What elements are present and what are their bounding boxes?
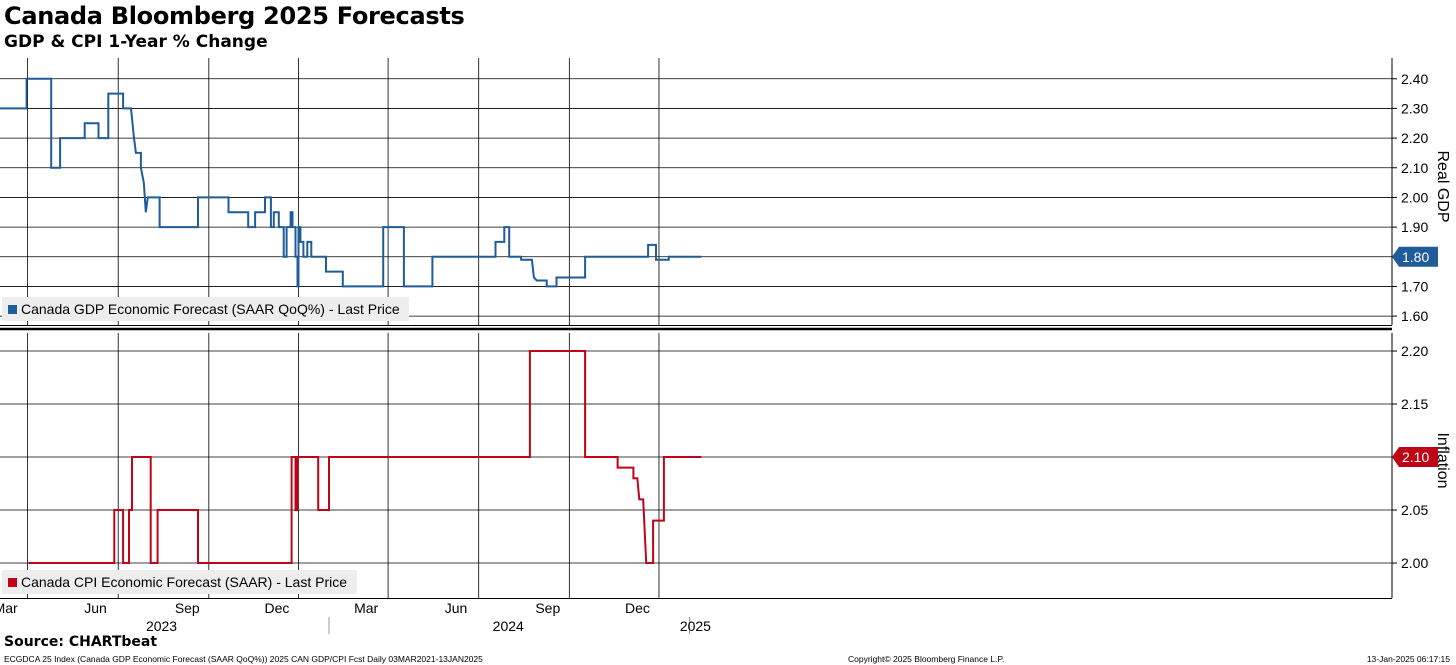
y-tick-label: 2.40 [1401,71,1428,87]
timestamp-note: 13-Jan-2025 06:17:15 [1366,654,1450,664]
cpi-series-line [28,350,702,564]
last-value-label: 1.80 [1402,249,1429,265]
y-tick-label: 2.15 [1401,396,1428,412]
last-value-label: 2.10 [1402,449,1429,465]
legend-label: Canada GDP Economic Forecast (SAAR QoQ%)… [21,301,400,317]
y-tick-label: 1.70 [1401,278,1428,294]
y-tick-label: 2.00 [1401,189,1428,205]
legend-box [2,570,357,594]
y-tick-label: 2.20 [1401,130,1428,146]
x-tick-label-month: Sep [175,600,200,616]
x-tick-label-month: Mar [354,600,378,616]
source-note: Source: CHARTbeat [4,634,158,650]
axis-layer: 1.601.701.801.902.002.102.202.302.401.80… [0,58,1451,634]
legend-layer: Canada GDP Economic Forecast (SAAR QoQ%)… [2,297,409,594]
index-description-note: ECGDCA 25 Index (Canada GDP Economic For… [4,654,483,664]
y-tick-label: 2.05 [1401,502,1428,518]
y-tick-label: 1.60 [1401,308,1428,324]
x-tick-label-year: 2024 [493,618,524,634]
x-tick-label-month: Jun [445,600,468,616]
x-tick-label-month: Mar [0,600,18,616]
chart-title: Canada Bloomberg 2025 Forecasts [4,2,465,30]
legend-swatch [8,305,17,314]
x-tick-label-month: Dec [625,600,650,616]
y-tick-label: 2.10 [1401,160,1428,176]
cpi-axis-title: Inflation [1434,432,1451,488]
legend-swatch [8,578,17,587]
last-value-badge [1392,246,1438,267]
last-value-badge [1392,447,1438,468]
x-tick-label-year: 2025 [680,618,711,634]
y-tick-label: 2.30 [1401,100,1428,116]
chart-subtitle: GDP & CPI 1-Year % Change [4,32,268,52]
series-layer [0,77,702,564]
x-tick-label-month: Sep [535,600,560,616]
legend-label: Canada CPI Economic Forecast (SAAR) - La… [21,574,347,590]
y-tick-label: 2.20 [1401,343,1428,359]
y-tick-label: 1.90 [1401,219,1428,235]
x-tick-label-month: Jun [84,600,107,616]
copyright-note: Copyright© 2025 Bloomberg Finance L.P. [848,654,1005,664]
x-tick-label-month: Dec [264,600,289,616]
gdp-axis-title: Real GDP [1434,150,1451,222]
x-tick-label-year: 2023 [146,618,177,634]
gdp-series-line [0,77,702,288]
y-tick-label: 2.00 [1401,555,1428,571]
legend-box [2,297,409,321]
